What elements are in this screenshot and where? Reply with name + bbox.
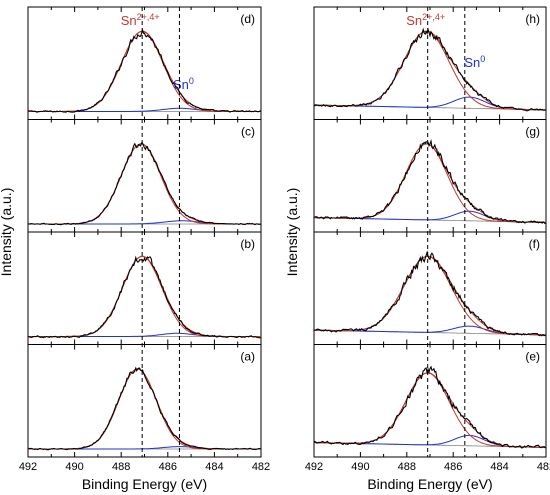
sn-oxide-annotation: Sn2+,4+: [406, 12, 445, 28]
x-tick-label: 490: [351, 461, 369, 473]
panel-label: (g): [525, 125, 540, 139]
panel-frame: [313, 231, 547, 345]
sn-oxide-annotation-base: Sn: [406, 13, 422, 28]
envelope-fit-curve: [28, 143, 261, 225]
measured-spectrum-line: [27, 255, 262, 339]
x-tick-label: 488: [112, 461, 130, 473]
spectrum-panel-0: (h)Sn2+,4+Sn0: [313, 6, 547, 120]
x-tick-label: 484: [490, 461, 508, 473]
x-tick-label: 486: [444, 461, 462, 473]
sn-oxide-fit-curve: [28, 143, 261, 225]
envelope-fit-curve: [314, 143, 546, 223]
panel-frame: [27, 6, 262, 120]
panel-frame: [313, 6, 547, 120]
y-axis-title: Intensity (a.u.): [284, 188, 300, 277]
measured-spectrum-line: [27, 366, 262, 451]
x-tick-label: 492: [19, 461, 37, 473]
panel-frame: [27, 344, 262, 458]
x-tick-label: 486: [159, 461, 177, 473]
sn-metal-annotation-base: Sn: [464, 55, 480, 70]
spectrum-panel-2: (b): [27, 231, 262, 345]
measured-spectrum-line: [313, 250, 547, 337]
panel-label: (e): [525, 350, 540, 364]
measured-spectrum-line: [313, 365, 547, 449]
panel-label: (c): [241, 125, 255, 139]
sn-metal-fit-curve: [314, 434, 546, 448]
envelope-fit-curve: [314, 372, 546, 448]
measured-spectrum-line: [27, 142, 261, 226]
spectrum-panel-3: (e): [313, 344, 547, 458]
sn-oxide-fit-curve: [314, 256, 546, 336]
x-tick-label: 488: [398, 461, 416, 473]
sn-oxide-fit-curve: [28, 256, 261, 337]
envelope-fit-curve: [314, 30, 546, 111]
panel-label: (a): [240, 350, 255, 364]
x-tick-label: 490: [65, 461, 83, 473]
envelope-fit-curve: [28, 30, 261, 112]
sn-oxide-fit-curve: [314, 143, 546, 223]
x-axis-title: Binding Energy (eV): [367, 476, 492, 492]
panel-label: (h): [525, 12, 540, 26]
panel-label: (f): [529, 237, 540, 251]
panel-label: (d): [240, 12, 255, 26]
sn-metal-annotation-sup: 0: [189, 76, 194, 86]
spectrum-panel-3: (a): [27, 344, 262, 458]
spectrum-panel-0: (d)Sn2+,4+Sn0: [27, 6, 262, 120]
panel-frame: [27, 119, 262, 233]
measured-spectrum-line: [27, 28, 262, 113]
spectrum-panel-1: (g): [313, 119, 547, 233]
envelope-fit-curve: [28, 368, 261, 450]
sn-metal-annotation-base: Sn: [173, 77, 189, 92]
sn-oxide-fit-curve: [314, 372, 546, 448]
panel-frame: [313, 344, 547, 458]
x-tick-label: 482: [252, 461, 270, 473]
panel-frame: [313, 119, 547, 233]
panel-frame: [27, 231, 262, 345]
x-axis-title: Binding Energy (eV): [82, 476, 207, 492]
sn-oxide-annotation-sup: 2+,4+: [422, 12, 445, 22]
sn-metal-annotation-sup: 0: [480, 54, 485, 64]
envelope-fit-curve: [28, 255, 261, 337]
measured-spectrum-line: [313, 27, 547, 112]
sn-oxide-annotation-base: Sn: [121, 13, 137, 28]
sn-oxide-fit-curve: [314, 30, 546, 111]
sn-oxide-annotation: Sn2+,4+: [121, 12, 160, 28]
sn-oxide-fit-curve: [28, 31, 261, 112]
x-tick-label: 482: [537, 461, 550, 473]
sn-metal-annotation: Sn0: [173, 76, 194, 92]
y-axis-title: Intensity (a.u.): [0, 188, 14, 277]
panel-label: (b): [240, 237, 255, 251]
measured-spectrum-line: [313, 138, 547, 225]
sn-oxide-annotation-sup: 2+,4+: [137, 12, 160, 22]
sn-oxide-fit-curve: [28, 368, 261, 450]
envelope-fit-curve: [314, 255, 546, 336]
x-tick-label: 492: [305, 461, 323, 473]
sn-metal-fit-curve: [314, 96, 546, 111]
spectrum-panel-2: (f): [313, 231, 547, 345]
x-tick-label: 484: [205, 461, 223, 473]
spectrum-panel-1: (c): [27, 119, 262, 233]
sn-metal-annotation: Sn0: [464, 54, 485, 70]
